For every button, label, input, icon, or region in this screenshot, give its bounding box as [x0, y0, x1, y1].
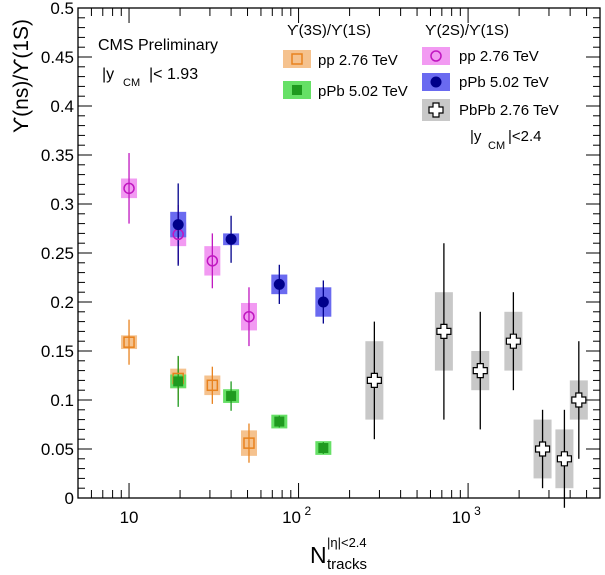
series-1-point	[226, 391, 237, 402]
series-2-point	[243, 310, 255, 323]
series-2-point	[123, 182, 135, 195]
y-tick-label: 0.2	[50, 293, 74, 312]
cms-preliminary-label: CMS Preliminary	[98, 37, 218, 54]
rapidity-left-sub: CM	[123, 77, 140, 89]
legend-label-2s-pbpb: PbPb 2.76 TeV	[459, 102, 559, 119]
series-0-point	[243, 437, 255, 449]
x-tick-label: 10	[282, 508, 301, 527]
series-1-point	[173, 376, 184, 387]
legend: ϒ(3S)/ϒ(1S) ϒ(2S)/ϒ(1S) pp 2.76 TeV pPb …	[283, 22, 559, 121]
rapidity-label-right: |y CM |<2.4	[470, 128, 542, 152]
legend-group-title-3s: ϒ(3S)/ϒ(1S)	[287, 22, 371, 39]
rapidity-label-left: |y CM |< 1.93	[102, 66, 198, 89]
series-1-point	[318, 443, 329, 454]
x-axis-title: N |η|<2.4 tracks	[310, 535, 367, 573]
legend-box-3s-pp	[283, 50, 311, 68]
y-tick-label: 0.5	[50, 0, 74, 18]
series-2-point	[206, 255, 219, 267]
y-tick-label: 0.05	[41, 440, 74, 459]
legend-marker-2s-pp	[430, 50, 442, 62]
y-tick-label: 0.4	[50, 97, 74, 116]
y-tick-label: 0	[65, 489, 74, 508]
x-tick-exponent: 2	[305, 504, 312, 518]
x-tick-label: 10	[120, 508, 139, 527]
series-0-point	[206, 379, 219, 392]
series-1-point	[274, 416, 285, 427]
legend-label-2s-ppb: pPb 5.02 TeV	[459, 74, 549, 91]
x-tick-exponent: 3	[474, 504, 481, 518]
x-axis-title-subscript: tracks	[327, 556, 367, 573]
series-3-point	[273, 278, 285, 290]
y-axis-title: ϒ(ns)/ϒ(1S)	[10, 19, 33, 133]
legend-marker-2s-pbpb	[428, 102, 444, 118]
plot-frame	[77, 7, 601, 499]
y-tick-label: 0.3	[50, 195, 74, 214]
series-4-point	[472, 363, 488, 379]
series-4-point	[556, 451, 573, 467]
series-4-point	[436, 323, 452, 339]
legend-label-2s-pp: pp 2.76 TeV	[459, 48, 539, 65]
series-0-point	[123, 336, 135, 348]
legend-label-3s-ppb: pPb 5.02 TeV	[318, 83, 408, 100]
legend-marker-3s-ppb	[292, 85, 302, 95]
legend-box-2s-pp	[422, 47, 450, 65]
legend-marker-2s-ppb	[430, 76, 442, 88]
series-3-point	[225, 233, 237, 245]
series-4-point	[571, 392, 587, 408]
legend-label-3s-pp: pp 2.76 TeV	[318, 52, 398, 69]
x-axis-title-main: N	[310, 542, 327, 568]
y-tick-label: 0.1	[50, 391, 74, 410]
y-tick-label: 0.15	[41, 342, 74, 361]
y-tick-label: 0.35	[41, 146, 74, 165]
rapidity-right-pre: |y	[470, 128, 482, 145]
x-axis-title-superscript: |η|<2.4	[327, 535, 367, 550]
rapidity-right-post: |<2.4	[508, 128, 542, 145]
rapidity-left-post: |< 1.93	[149, 66, 198, 83]
y-tick-label: 0.25	[41, 244, 74, 263]
legend-group-title-2s: ϒ(2S)/ϒ(1S)	[425, 22, 509, 39]
rapidity-left-pre: |y	[102, 66, 114, 83]
axis-ticks: 0 0.05 0.1 0.15 0.2 0.25 0.3 0.35 0.4 0.45 0.5 10 10…	[41, 0, 601, 527]
legend-marker-3s-pp	[291, 53, 303, 65]
y-tick-label: 0.45	[41, 48, 74, 67]
series-4-point	[366, 372, 382, 388]
data-markers	[123, 182, 587, 467]
series-3-point	[317, 296, 329, 308]
rapidity-right-sub: CM	[488, 140, 505, 152]
x-tick-label: 10	[452, 508, 471, 527]
series-3-point	[172, 219, 184, 231]
series-4-point	[505, 333, 521, 349]
series-4-point	[534, 441, 551, 457]
